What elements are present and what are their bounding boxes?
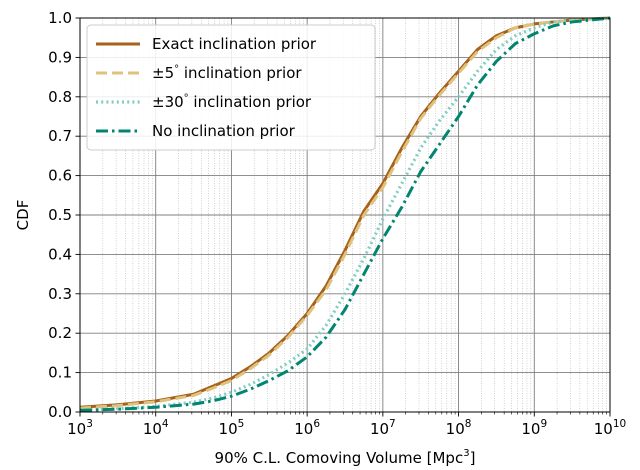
legend-label-pm30-deg: ° <box>184 93 189 104</box>
x-tick-label-exponent: 7 <box>389 418 396 430</box>
x-tick-label: 105 <box>219 418 245 438</box>
x-axis-label: 90% C.L. Comoving Volume [Mpc3] <box>215 448 476 467</box>
x-tick-label-base: 10 <box>370 420 389 438</box>
x-tick-label-exponent: 9 <box>540 418 547 430</box>
legend-box <box>86 24 376 151</box>
x-tick-label-base: 10 <box>143 420 162 438</box>
x-tick-label-exponent: 5 <box>238 418 245 430</box>
legend-lines <box>96 42 140 133</box>
x-tick-label: 103 <box>67 418 93 438</box>
x-tick-label-exponent: 8 <box>465 418 472 430</box>
legend: Exact inclination prior ±5° inclination … <box>86 24 376 151</box>
x-tick-label: 109 <box>521 418 547 438</box>
x-tick-label-base: 10 <box>446 420 465 438</box>
legend-label-pm5-main: ±5 <box>152 64 174 82</box>
legend-label-pm30: ±30° inclination prior <box>152 93 312 111</box>
y-tick-label: 0.9 <box>48 48 72 66</box>
ticks-layer <box>75 17 611 417</box>
x-axis-label-sup: 3 <box>463 448 469 459</box>
x-tick-label-base: 10 <box>67 420 86 438</box>
x-tick-label: 107 <box>370 418 396 438</box>
y-tick-label: 0.2 <box>48 324 72 342</box>
legend-label-pm30-main: ±30 <box>152 93 184 111</box>
series-line-1 <box>79 16 611 410</box>
x-tick-label: 108 <box>446 418 472 438</box>
y-axis-label: CDF <box>14 200 32 231</box>
x-axis-label-end: ] <box>470 449 476 467</box>
x-tick-label-base: 10 <box>594 420 613 438</box>
y-tick-label: 0.3 <box>48 285 72 303</box>
x-tick-label-exponent: 6 <box>313 418 320 430</box>
x-tick-label-base: 10 <box>521 420 540 438</box>
x-tick-label: 1010 <box>594 418 626 438</box>
series-line-3 <box>79 16 611 412</box>
legend-label-none: No inclination prior <box>152 122 296 140</box>
legend-label-pm30-rest: inclination prior <box>189 93 312 111</box>
legend-label-exact: Exact inclination prior <box>152 35 317 53</box>
y-tick-label: 0.7 <box>48 127 72 145</box>
x-axis-label-main: 90% C.L. Comoving Volume [Mpc <box>215 449 464 467</box>
legend-label-pm5-deg: ° <box>174 64 179 75</box>
x-tick-label-base: 10 <box>219 420 238 438</box>
x-tick-label-exponent: 3 <box>86 418 93 430</box>
x-tick-label: 106 <box>294 418 320 438</box>
x-tick-label-base: 10 <box>294 420 313 438</box>
y-tick-label: 1.0 <box>48 9 72 27</box>
x-tick-label-exponent: 4 <box>162 418 169 430</box>
legend-label-pm5-rest: inclination prior <box>179 64 302 82</box>
series-line-2 <box>79 16 611 412</box>
x-tick-label: 104 <box>143 418 169 438</box>
x-tick-labels: 103 104 105 106 107 108 109 1010 <box>67 418 626 438</box>
y-tick-label: 0.5 <box>48 206 72 224</box>
x-tick-label-exponent: 10 <box>613 418 626 430</box>
y-tick-label: 0.0 <box>48 403 72 421</box>
y-tick-label: 0.4 <box>48 245 72 263</box>
y-tick-labels: 0.0 0.1 0.2 0.3 0.4 0.5 0.6 0.7 0.8 0.9 1.0 <box>48 9 72 421</box>
y-tick-label: 0.8 <box>48 88 72 106</box>
y-tick-label: 0.1 <box>48 364 72 382</box>
y-tick-label: 0.6 <box>48 167 72 185</box>
legend-label-pm5: ±5° inclination prior <box>152 64 302 82</box>
series-layer <box>79 16 611 412</box>
